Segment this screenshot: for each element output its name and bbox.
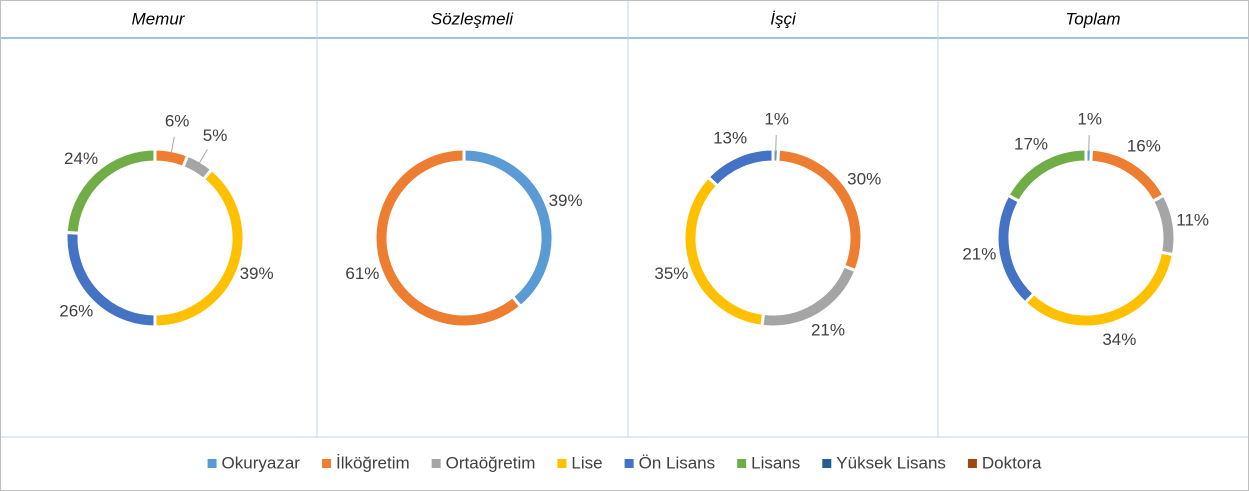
chart-title: İşçi: [770, 9, 797, 28]
slice: [1005, 147, 1088, 204]
legend-label: Yüksek Lisans: [836, 453, 946, 472]
data-label: 39%: [549, 191, 583, 210]
leader-line: [1088, 135, 1090, 153]
legend-label: Okuryazar: [222, 453, 301, 472]
leader-line: [170, 136, 175, 154]
legend-swatch: [624, 459, 634, 468]
data-label: 21%: [962, 244, 996, 263]
legend-swatch: [822, 459, 832, 468]
leader-line: [198, 149, 208, 165]
data-label: 1%: [1077, 110, 1102, 129]
legend-swatch: [557, 459, 567, 468]
data-label: 16%: [1127, 136, 1161, 155]
legend-swatch: [967, 459, 977, 468]
data-label: 6%: [165, 112, 190, 131]
legend-label: Ortaöğretim: [446, 453, 536, 472]
data-label: 39%: [240, 264, 274, 283]
data-label: 5%: [203, 126, 228, 145]
legend-label: Ön Lisans: [639, 453, 716, 472]
legend-swatch: [737, 459, 747, 468]
data-label: 30%: [847, 170, 881, 189]
data-label: 1%: [764, 110, 789, 129]
data-label: 24%: [64, 149, 98, 168]
data-label: 26%: [59, 301, 93, 320]
data-label: 34%: [1102, 330, 1136, 349]
data-label: 13%: [713, 128, 747, 147]
legend-swatch: [207, 459, 217, 468]
data-label: 17%: [1014, 135, 1048, 154]
legend-label: Lise: [571, 453, 602, 472]
slice: [64, 147, 157, 235]
legend-label: Doktora: [982, 453, 1042, 472]
legend-label: İlköğretim: [336, 453, 410, 472]
legend-swatch: [321, 459, 331, 468]
legend-swatch: [431, 459, 441, 468]
leader-line: [775, 135, 777, 153]
data-label: 11%: [1176, 211, 1209, 230]
slice: [373, 147, 523, 329]
data-label: 21%: [811, 320, 845, 339]
chart-title: Toplam: [1065, 9, 1120, 28]
chart-title: Memur: [132, 9, 186, 28]
chart-title: Sözleşmeli: [431, 9, 514, 28]
data-label: 61%: [345, 264, 379, 283]
slice: [706, 147, 775, 189]
legend-label: Lisans: [751, 453, 800, 472]
data-label: 35%: [654, 264, 688, 283]
